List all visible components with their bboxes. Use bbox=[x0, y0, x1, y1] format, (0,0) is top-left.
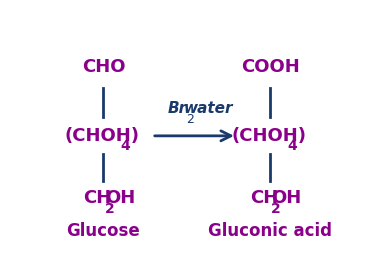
Text: 2: 2 bbox=[186, 113, 194, 126]
Text: 2: 2 bbox=[105, 202, 114, 216]
Text: CH: CH bbox=[83, 189, 111, 207]
Text: water: water bbox=[184, 101, 233, 116]
Text: Gluconic acid: Gluconic acid bbox=[208, 222, 332, 240]
Text: CH: CH bbox=[250, 189, 278, 207]
Text: 4: 4 bbox=[287, 139, 297, 153]
Text: OH: OH bbox=[272, 189, 302, 207]
Text: (CHOH): (CHOH) bbox=[231, 127, 306, 145]
Text: 2: 2 bbox=[271, 202, 281, 216]
Text: CHO: CHO bbox=[82, 58, 125, 76]
Text: (CHOH): (CHOH) bbox=[65, 127, 140, 145]
Text: Glucose: Glucose bbox=[66, 222, 140, 240]
Text: OH: OH bbox=[105, 189, 135, 207]
Text: COOH: COOH bbox=[241, 58, 300, 76]
Text: 4: 4 bbox=[120, 139, 130, 153]
Text: Br: Br bbox=[168, 101, 187, 116]
